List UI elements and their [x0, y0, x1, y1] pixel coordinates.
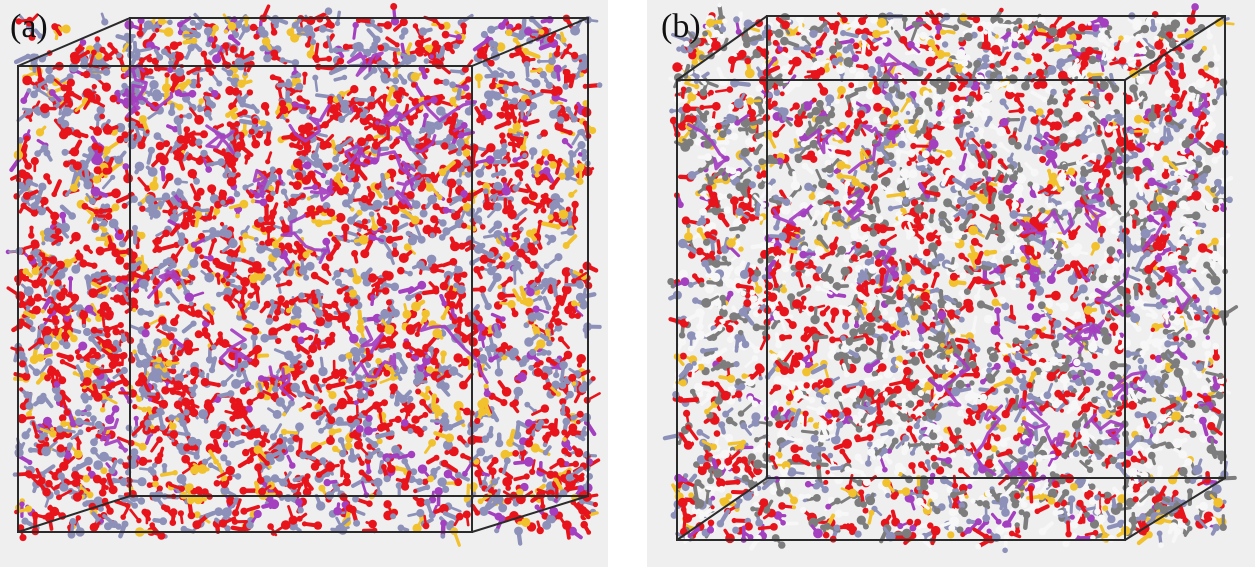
simulation-box-panel-a: (a)	[0, 0, 608, 567]
atom-cloud	[5, 3, 603, 547]
molecular-scene-a	[5, 3, 603, 547]
atom-cloud	[662, 2, 1239, 554]
polymer-chains	[100, 51, 489, 453]
polymer-chains	[686, 52, 1192, 489]
simulation-box-wireframe	[17, 17, 589, 533]
simulation-box-wireframe	[676, 15, 1226, 541]
panel-label-b: (b)	[661, 8, 701, 45]
simulation-box-panel-b: (b)	[647, 0, 1255, 567]
molecular-scene-b	[662, 2, 1239, 554]
panel-label-a: (a)	[10, 8, 48, 45]
